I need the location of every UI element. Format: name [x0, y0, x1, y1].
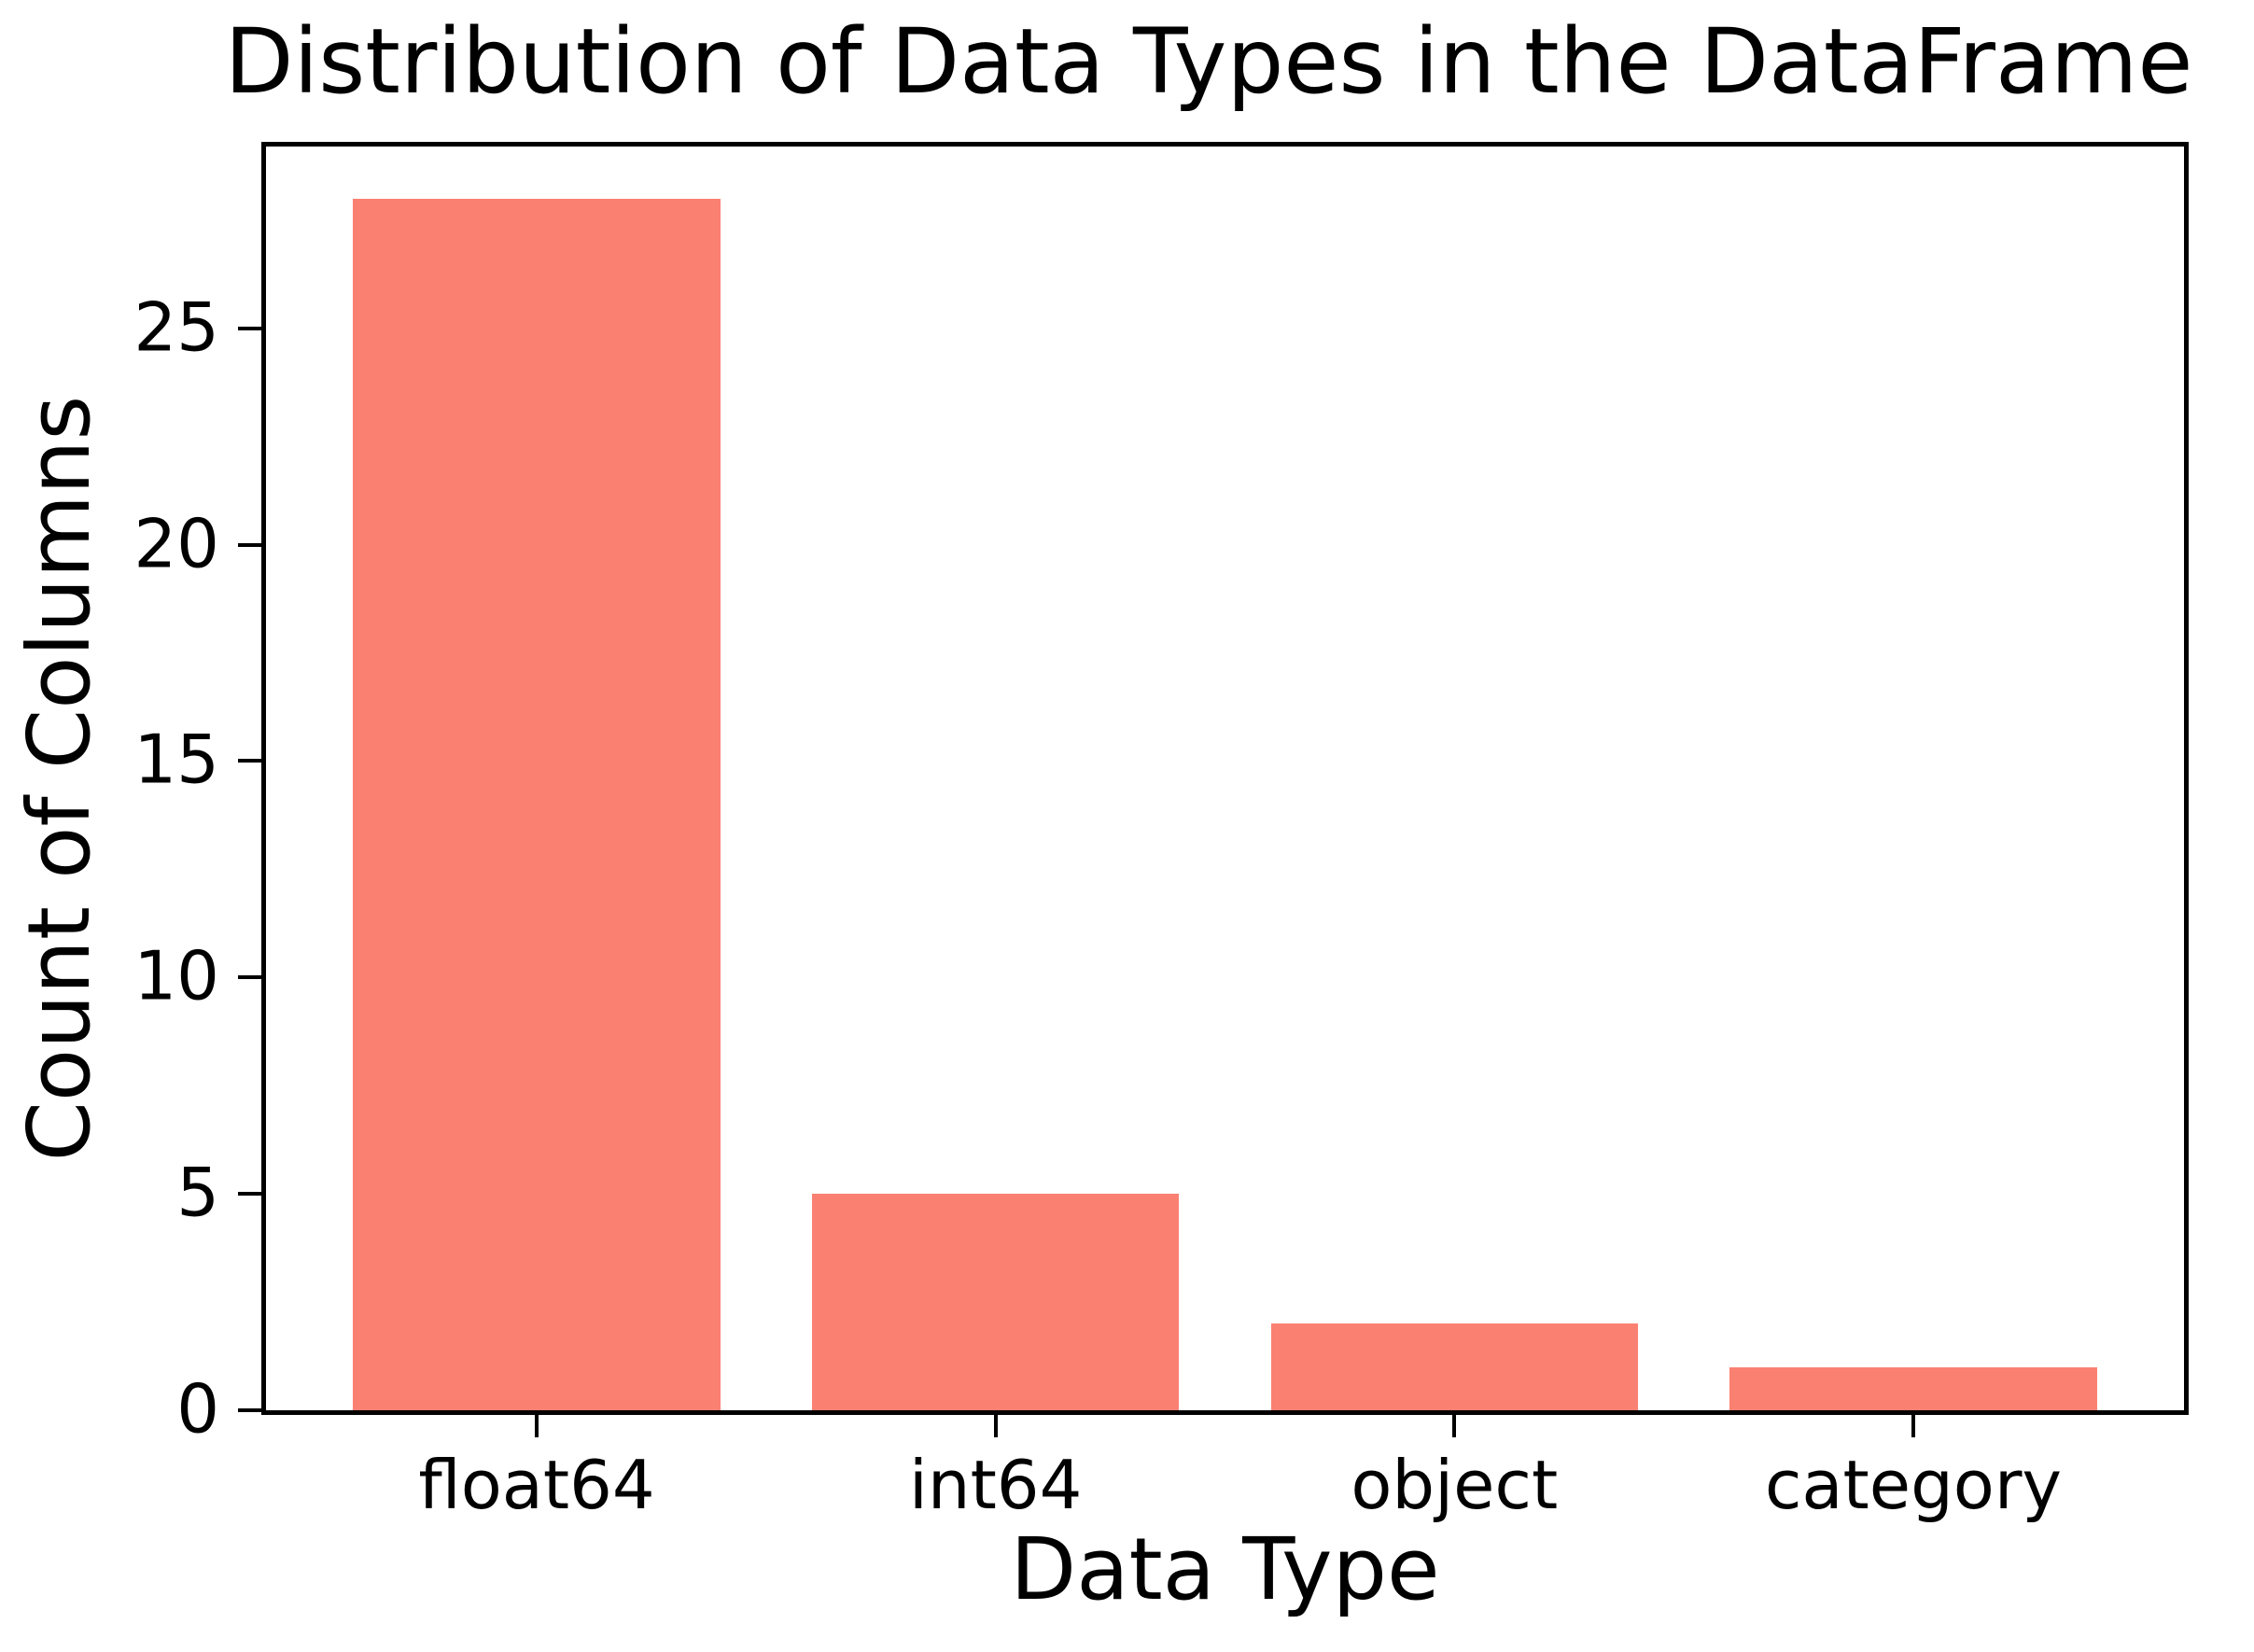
x-tick-label-object: object: [1351, 1446, 1559, 1524]
y-tick-label-0: 0: [176, 1369, 219, 1449]
bar-category: [1729, 1366, 2097, 1410]
bar-float64: [353, 198, 721, 1410]
x-tick-mark-category: [1911, 1415, 1915, 1437]
y-tick-label-25: 25: [133, 287, 219, 367]
x-tick-mark-float64: [535, 1415, 539, 1437]
y-axis-label: Count of Columns: [9, 395, 109, 1162]
y-tick-mark-10: [238, 975, 261, 980]
y-tick-label-15: 15: [133, 720, 219, 799]
x-tick-mark-int64: [993, 1415, 998, 1437]
x-axis-label: Data Type: [1010, 1519, 1440, 1619]
plot-inner: float64 int64 object category 0 5 10 15 20 25: [133, 147, 2184, 1519]
y-tick-mark-0: [238, 1408, 261, 1412]
x-tick-mark-object: [1452, 1415, 1457, 1437]
y-tick-label-5: 5: [176, 1153, 219, 1232]
x-tick-label-float64: float64: [418, 1446, 655, 1524]
y-tick-mark-15: [238, 759, 261, 763]
chart-title: Distribution of Data Types in the DataFr…: [224, 9, 2193, 114]
plot-area: float64 int64 object category 0 5 10 15 20 25: [133, 142, 2189, 1519]
y-tick-label-20: 20: [133, 504, 219, 583]
y-tick-mark-25: [238, 326, 261, 330]
x-tick-label-int64: int64: [908, 1446, 1083, 1524]
bar-object: [1270, 1323, 1638, 1410]
x-tick-label-category: category: [1764, 1446, 2063, 1524]
y-tick-label-10: 10: [133, 936, 219, 1015]
y-tick-mark-20: [238, 542, 261, 547]
bar-int64: [812, 1194, 1180, 1410]
y-tick-mark-5: [238, 1192, 261, 1197]
